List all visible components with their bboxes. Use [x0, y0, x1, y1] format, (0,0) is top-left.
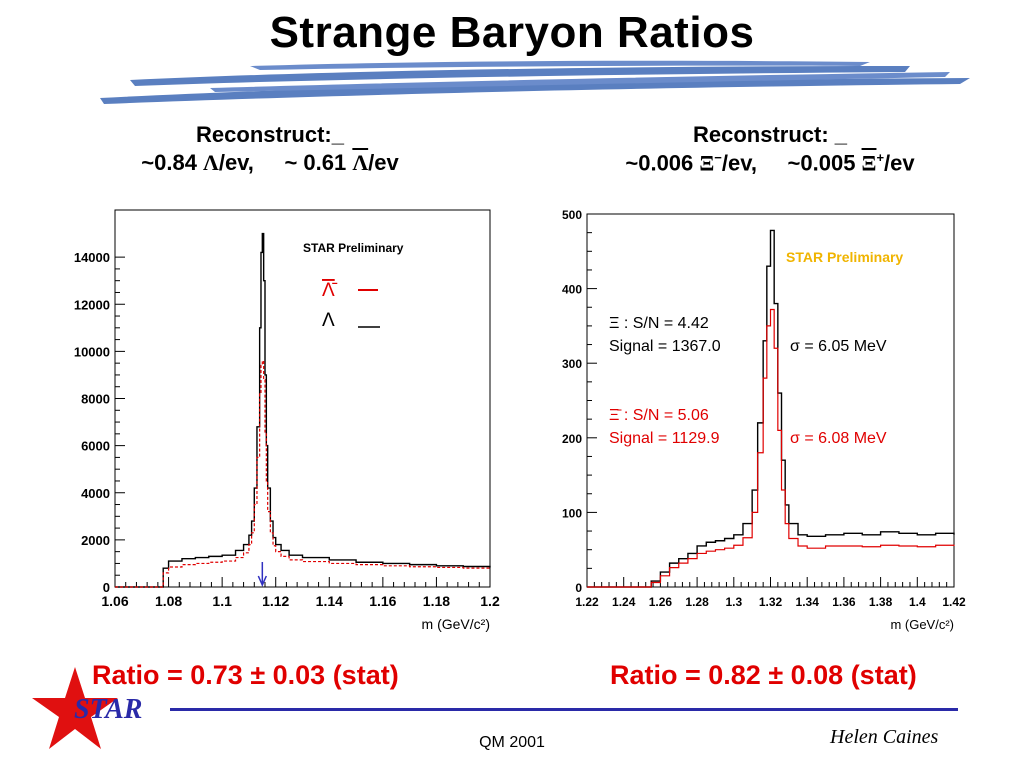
x-tick-label: 1.08 — [155, 593, 182, 609]
y-tick-label: 10000 — [74, 344, 110, 359]
left-approx-1: ~ — [141, 150, 155, 175]
xi-sn-label: Ξ : S/N = 4.42 — [609, 315, 709, 332]
y-tick-label: 4000 — [81, 486, 110, 501]
right-value-2: 0.005 — [800, 150, 862, 176]
plot-frame — [586, 213, 955, 588]
slide-title: Strange Baryon Ratios — [269, 8, 755, 57]
xi-symbol: Ξ — [699, 150, 715, 176]
footer-divider — [170, 708, 958, 711]
right-approx-2: ~ — [787, 150, 801, 176]
x-tick-label: 1.12 — [262, 593, 289, 609]
lambda-mass-chart: 1.06 1.08 1.1 1.12 1.14 1.16 1.18 1.2 0 2000 4000 6… — [74, 209, 500, 632]
ratio-right: Ratio = 0.82 ± 0.08 (stat) — [610, 660, 917, 690]
antixi-sn-label: Ξ̄ : S/N = 5.06 — [609, 407, 709, 424]
right-reconstruct-header: Reconstruct: _ ~0.006 Ξ−/ev, ~0.005 Ξ+/e… — [540, 122, 1000, 176]
star-preliminary-label: STAR Preliminary — [786, 249, 903, 265]
left-value-2: 0.61 — [303, 150, 353, 175]
right-value-1: 0.006 — [638, 150, 700, 176]
right-unit-1: /ev, — [721, 150, 757, 176]
x-tick-label: 1.28 — [685, 595, 709, 609]
left-unit-2: /ev — [368, 150, 399, 175]
left-approx-2: ~ — [284, 150, 304, 175]
star-logo-text: STAR — [74, 694, 143, 725]
x-tick-label: 1.3 — [725, 595, 742, 609]
y-tick-label: 0 — [575, 581, 582, 595]
xi-signal-label: Signal = 1367.0 — [609, 338, 721, 355]
x-axis-label: m (GeV/c²) — [890, 617, 954, 632]
left-reconstruct-header: Reconstruct:_ ~0.84 Λ/ev, ~ 0.61 Λ/ev — [40, 122, 500, 176]
plot-frame — [114, 209, 491, 588]
xi-minus-sup: − — [714, 150, 722, 165]
y-tick-label: 300 — [562, 357, 582, 371]
y-tick-label: 12000 — [74, 297, 110, 312]
right-approx-1: ~ — [625, 150, 639, 176]
xi-mass-chart: 1.22 1.24 1.26 1.28 1.3 1.32 1.34 1.36 1.38 1.4 1.… — [562, 208, 966, 632]
y-tick-label: 100 — [562, 506, 582, 520]
right-reconstruct-label: Reconstruct: _ — [692, 122, 848, 147]
y-tick-label: 0 — [103, 580, 110, 595]
xi-sigma-label: σ = 6.05 MeV — [790, 338, 887, 355]
y-tick-label: 500 — [562, 208, 582, 222]
ratio-left: Ratio = 0.73 ± 0.03 (stat) — [92, 660, 399, 690]
x-tick-label: 1.1 — [212, 593, 232, 609]
series-line-primary — [587, 229, 955, 588]
antixi-symbol: Ξ — [861, 150, 877, 176]
y-tick-label: 2000 — [81, 533, 110, 548]
y-tick-label: 200 — [562, 432, 582, 446]
x-tick-label: 1.32 — [759, 595, 783, 609]
x-tick-label: 1.34 — [796, 595, 820, 609]
left-value-1: 0.84 — [154, 150, 204, 175]
y-tick-label: 6000 — [81, 439, 110, 454]
antixi-sigma-label: σ = 6.08 MeV — [790, 430, 887, 447]
x-tick-label: 1.2 — [480, 593, 500, 609]
xi-plus-sup: + — [876, 150, 885, 165]
x-tick-label: 1.06 — [101, 593, 128, 609]
x-tick-label: 1.38 — [869, 595, 893, 609]
peak-arrow-head — [257, 575, 268, 587]
legend-antilambda-symbol: Λ̄ — [322, 280, 338, 301]
x-tick-label: 1.18 — [423, 593, 450, 609]
right-unit-2: /ev — [884, 150, 915, 176]
y-tick-label: 400 — [562, 283, 582, 297]
antixi-signal-label: Signal = 1129.9 — [609, 430, 720, 447]
x-axis-label: m (GeV/c²) — [422, 616, 490, 632]
y-tick-label: 14000 — [74, 250, 110, 265]
x-tick-label: 1.24 — [612, 595, 636, 609]
x-tick-label: 1.36 — [832, 595, 856, 609]
y-tick-label: 8000 — [81, 392, 110, 407]
legend-lambda-symbol: Λ — [322, 310, 335, 331]
left-reconstruct-label: Reconstruct:_ — [196, 122, 344, 147]
star-preliminary-label: STAR Preliminary — [303, 241, 404, 255]
x-tick-label: 1.26 — [649, 595, 673, 609]
footer-author: Helen Caines — [830, 726, 939, 748]
series-line-primary — [115, 232, 491, 588]
x-tick-label: 1.16 — [369, 593, 396, 609]
star-logo-icon — [32, 667, 118, 749]
footer-conference: QM 2001 — [479, 734, 545, 751]
series-line-secondary — [587, 308, 955, 588]
lambda-symbol: Λ — [203, 150, 219, 175]
antilambda-symbol: Λ — [352, 150, 369, 175]
x-tick-label: 1.4 — [909, 595, 926, 609]
x-tick-label: 1.14 — [316, 593, 343, 609]
left-unit-1: /ev, — [218, 150, 254, 175]
x-tick-label: 1.22 — [575, 595, 599, 609]
brush-stroke-decoration — [100, 60, 970, 104]
x-tick-label: 1.42 — [942, 595, 966, 609]
series-line-secondary — [115, 360, 491, 588]
